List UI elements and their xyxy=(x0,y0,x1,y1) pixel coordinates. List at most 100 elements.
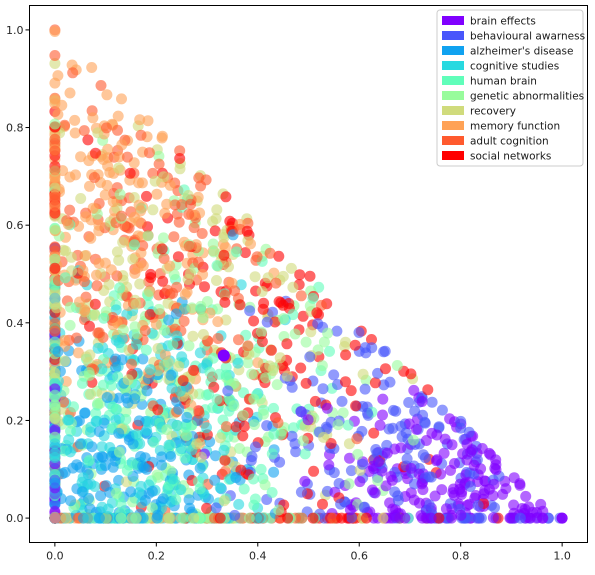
data-point xyxy=(403,418,415,430)
data-point xyxy=(75,151,87,163)
data-point xyxy=(89,481,101,492)
data-point xyxy=(516,503,528,514)
data-point xyxy=(58,396,70,408)
data-point xyxy=(399,512,411,524)
data-point xyxy=(63,434,75,446)
data-point xyxy=(79,407,91,419)
data-point xyxy=(150,318,162,330)
data-point xyxy=(143,147,155,159)
data-point xyxy=(95,490,107,502)
data-point xyxy=(222,385,234,397)
legend-swatch xyxy=(442,31,464,40)
data-point xyxy=(49,207,61,219)
x-axis: 0.0 0.2 0.4 0.6 0.8 1.0 xyxy=(46,542,571,563)
data-point xyxy=(162,357,174,369)
data-point xyxy=(89,298,101,310)
data-point xyxy=(99,189,111,201)
data-point xyxy=(290,446,302,458)
data-point xyxy=(170,308,182,320)
data-point xyxy=(59,272,71,284)
data-point xyxy=(49,292,61,304)
data-point xyxy=(252,357,264,369)
data-point xyxy=(134,114,146,126)
data-point xyxy=(360,512,372,524)
data-point xyxy=(295,486,307,498)
data-point xyxy=(142,230,154,242)
data-point xyxy=(476,443,488,454)
data-point xyxy=(514,479,526,491)
data-point xyxy=(274,352,286,364)
data-point xyxy=(392,494,404,506)
scatter-points xyxy=(49,24,568,524)
data-point xyxy=(105,264,117,276)
data-point xyxy=(101,122,112,134)
data-point xyxy=(318,431,330,443)
data-point xyxy=(52,346,64,358)
legend-swatch xyxy=(442,46,464,55)
data-point xyxy=(201,502,213,514)
data-point xyxy=(185,198,197,210)
y-axis: 0.0 0.2 0.4 0.6 0.8 1.0 xyxy=(6,24,30,525)
data-point xyxy=(429,490,441,502)
legend-swatch xyxy=(442,76,464,85)
data-point xyxy=(390,405,402,417)
data-point xyxy=(65,425,76,437)
data-point xyxy=(372,475,384,487)
data-point xyxy=(487,490,499,501)
data-point xyxy=(366,342,378,354)
data-point xyxy=(210,502,222,514)
data-point xyxy=(116,93,127,105)
data-point xyxy=(177,512,189,524)
data-point xyxy=(133,415,145,427)
data-point xyxy=(444,413,456,425)
data-point xyxy=(307,292,319,304)
data-point xyxy=(508,499,520,511)
data-point xyxy=(113,254,125,266)
data-point xyxy=(67,67,79,79)
data-point xyxy=(122,374,134,386)
data-point xyxy=(113,446,125,458)
data-point xyxy=(239,420,250,432)
data-point xyxy=(317,498,328,510)
data-point xyxy=(144,416,155,428)
data-point xyxy=(129,239,140,251)
data-point xyxy=(49,26,61,37)
data-point xyxy=(139,325,151,337)
data-point xyxy=(377,393,389,405)
data-point xyxy=(124,167,136,179)
data-point xyxy=(49,452,61,463)
data-point xyxy=(478,488,490,500)
data-point xyxy=(49,389,61,401)
data-point xyxy=(210,450,221,462)
data-point xyxy=(121,221,133,233)
data-point xyxy=(203,388,215,400)
data-point xyxy=(86,62,98,73)
data-point xyxy=(489,502,500,514)
data-point xyxy=(166,382,178,394)
data-point xyxy=(113,162,124,174)
data-point xyxy=(153,303,165,315)
data-point xyxy=(132,262,144,273)
data-point xyxy=(479,475,491,487)
data-point xyxy=(71,332,82,344)
y-tick-label: 0.0 xyxy=(6,512,24,525)
data-point xyxy=(171,281,183,293)
data-point xyxy=(157,275,169,287)
data-point xyxy=(73,220,85,232)
data-point xyxy=(156,459,168,471)
legend-swatch xyxy=(442,16,464,25)
data-point xyxy=(64,319,76,331)
data-point xyxy=(416,478,428,490)
data-point xyxy=(285,262,297,274)
data-point xyxy=(158,232,169,244)
data-point xyxy=(350,400,362,412)
data-point xyxy=(153,150,165,162)
data-point xyxy=(141,385,153,397)
data-point xyxy=(152,404,164,416)
data-point xyxy=(435,468,447,480)
data-point xyxy=(272,417,284,429)
data-point xyxy=(180,421,192,433)
data-point xyxy=(201,296,213,307)
data-point xyxy=(345,465,357,477)
data-point xyxy=(249,493,261,505)
